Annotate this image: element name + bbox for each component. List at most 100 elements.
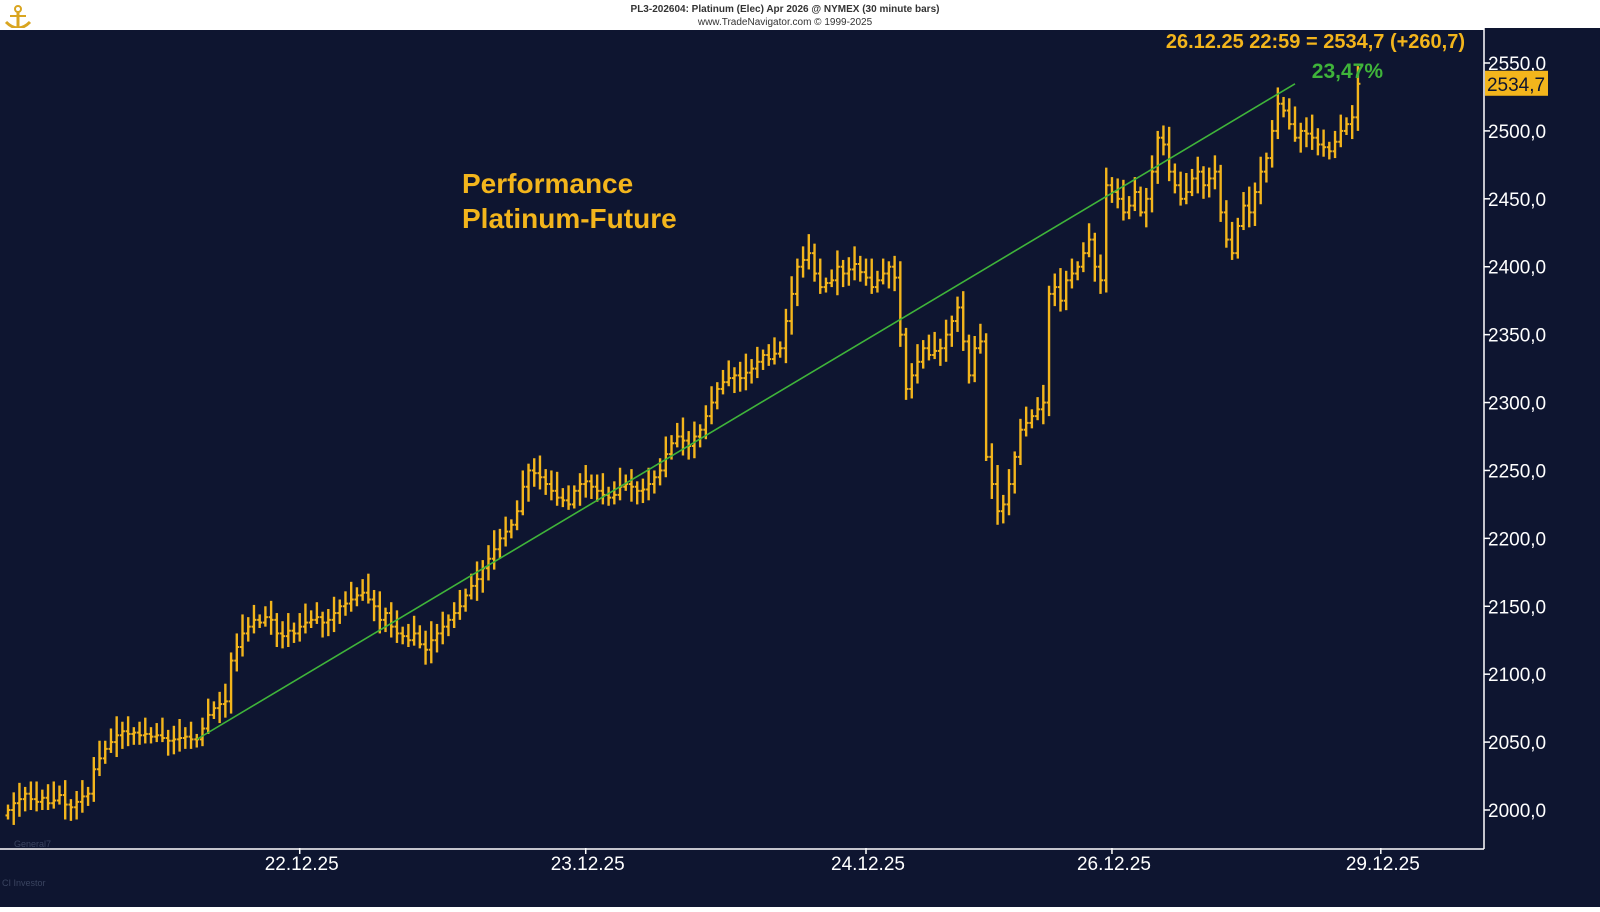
price-bar [228,652,234,714]
price-bar [440,611,446,645]
x-tick-label: 22.12.25 [265,854,339,875]
y-tick-label: 2150,0 [1488,597,1546,618]
price-bar [1143,187,1149,228]
price-bar [1298,122,1304,153]
price-bar [880,258,886,285]
price-bar [405,623,411,648]
price-bar [51,781,57,809]
price-bar [148,727,154,744]
y-tick-label: 2500,0 [1488,122,1546,143]
price-bar [840,259,846,288]
x-tick-label: 23.12.25 [551,854,625,875]
price-bar [1023,406,1029,437]
price-bar [1292,106,1298,142]
price-bar [1223,200,1229,248]
price-bar [960,291,966,351]
price-bar [937,338,943,366]
price-bar [1338,114,1344,148]
price-bar [514,500,520,531]
price-bar [771,337,777,365]
price-bar [56,785,62,805]
price-bar [709,386,715,425]
price-bar [1321,129,1327,157]
price-bar [11,792,17,825]
y-axis-ticks: 2000,0 2050,0 2100,0 2150,0 2200,0 2250,0 2300… [1484,54,1546,822]
price-bar [1309,114,1315,150]
price-bar [1166,126,1172,182]
last-quote-label: 26.12.25 22:59 = 2534,7 (+260,7) [1166,31,1465,53]
price-bar [812,243,818,282]
y-axis-background [1484,28,1600,907]
price-bar [760,349,766,370]
price-bar [1040,384,1046,425]
price-bar [588,474,594,499]
x-tick-label: 26.12.25 [1077,854,1151,875]
price-bar [274,613,280,648]
price-bar [726,360,732,387]
y-tick-label: 2550,0 [1488,54,1546,75]
price-bar [1263,152,1269,183]
price-bar [337,599,343,624]
price-bar [211,701,217,720]
price-bar [451,602,457,629]
price-bar [91,757,97,802]
price-bar [257,614,263,629]
price-bar [794,258,800,307]
price-bar [291,622,297,643]
price-bar [97,740,103,777]
price-bar [537,455,543,490]
price-bar [131,727,137,745]
price-bar [823,277,829,293]
price-bar [137,721,143,745]
price-bar [34,781,40,812]
price-bar [1006,469,1012,516]
price-bar [1212,155,1218,190]
price-bar [594,474,600,502]
price-bar [966,334,972,384]
y-tick-label: 2100,0 [1488,665,1546,686]
price-bar [543,469,549,495]
price-bar [1281,96,1287,118]
price-bar [1126,196,1132,220]
price-bar [663,436,669,478]
price-bar [222,683,228,718]
price-bar [497,528,503,559]
price-bar [1063,270,1069,311]
price-bar [171,725,177,755]
x-axis-ticks: 22.12.25 23.12.25 24.12.25 26.12.25 29.12.25 [265,848,1420,875]
price-bar [714,382,720,410]
price-bar [1246,186,1252,228]
price-bar [548,470,554,501]
price-bar [1172,163,1178,194]
price-bar [874,270,880,293]
price-bar [108,728,114,753]
price-bar [468,573,474,600]
price-bar [102,740,108,764]
price-bar [920,340,926,369]
price-bars [5,66,1361,825]
price-bar [240,614,246,657]
price-bar [955,296,961,332]
price-bar [39,789,45,810]
price-bar [897,261,903,347]
price-bar [646,467,652,501]
price-bar [463,588,469,612]
price-bar [16,782,22,817]
price-bar [280,621,286,649]
price-bar [251,604,257,634]
price-bar [159,717,165,743]
price-bar [365,573,371,604]
last-price-tag-label: 2534,7 [1487,75,1545,96]
y-tick-label: 2350,0 [1488,326,1546,347]
price-bar [1029,409,1035,429]
price-bar [411,615,417,646]
price-bar [68,799,74,821]
price-bar [1189,168,1195,197]
price-bar [806,234,812,270]
price-bar [142,717,148,744]
price-bar [691,421,697,459]
price-bar [628,469,634,502]
price-bar [308,610,314,629]
y-tick-label: 2300,0 [1488,394,1546,415]
